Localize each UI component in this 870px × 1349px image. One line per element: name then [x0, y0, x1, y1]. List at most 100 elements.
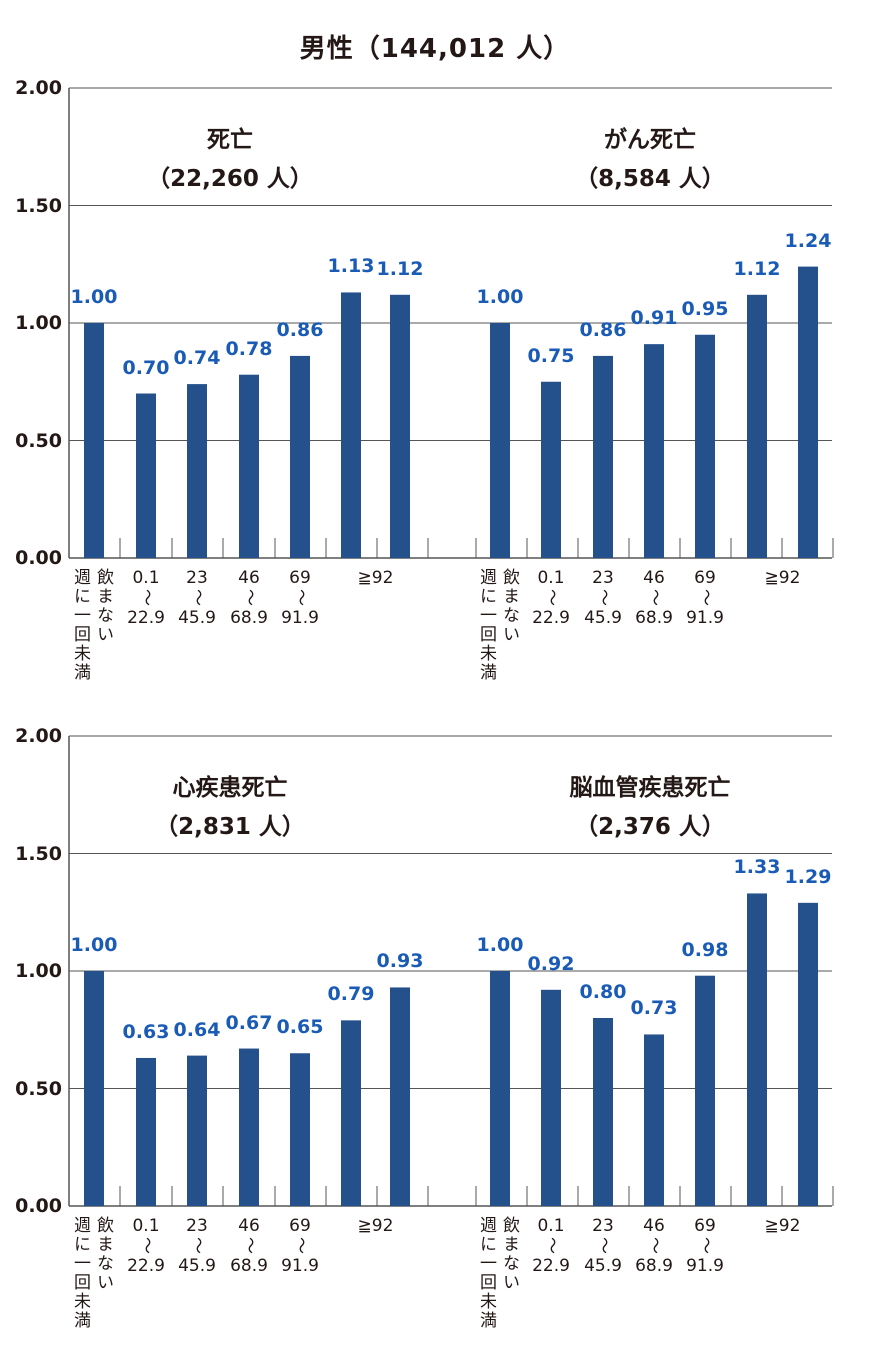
category-label-to: 22.9 [532, 608, 570, 628]
value-label: 0.92 [527, 952, 575, 975]
y-tick-label: 2.00 [15, 725, 62, 747]
category-label-to: 45.9 [584, 1256, 622, 1276]
category-label-weekly: 週に一回未満 [476, 1216, 496, 1330]
value-label: 1.12 [376, 257, 424, 280]
category-label-from: 46 [643, 568, 665, 588]
bar [390, 987, 410, 1206]
subchart-title: 死亡 [207, 127, 253, 153]
category-label-last: ≧92 [764, 568, 801, 588]
bar [593, 1018, 613, 1206]
subchart-title: 脳血管疾患死亡 [569, 775, 731, 801]
bar [136, 1057, 156, 1206]
bar [644, 344, 664, 558]
bar [747, 294, 767, 558]
category-label-to: 22.9 [532, 1256, 570, 1276]
value-label: 0.67 [225, 1011, 273, 1034]
value-label: 1.29 [784, 865, 832, 888]
y-tick-label: 0.00 [15, 1195, 62, 1217]
category-label-from: 0.1 [537, 568, 565, 588]
value-label: 0.70 [122, 356, 170, 379]
bar [747, 893, 767, 1206]
value-label: 0.73 [630, 997, 678, 1020]
bar [187, 384, 207, 558]
value-label: 0.78 [225, 337, 273, 360]
category-label-nondrinker: 飲まない [499, 1216, 519, 1292]
category-label-from: 46 [238, 1216, 260, 1236]
value-label: 1.24 [784, 229, 832, 252]
value-label: 1.00 [476, 934, 524, 956]
value-label: 1.00 [70, 934, 118, 956]
value-label: 0.75 [527, 344, 575, 367]
category-label-to: 68.9 [230, 608, 268, 628]
category-label-from: 23 [186, 568, 208, 588]
value-label: 0.65 [276, 1016, 324, 1039]
value-label: 0.80 [579, 981, 627, 1003]
category-label-to: 91.9 [686, 1256, 724, 1276]
category-label-to: 45.9 [178, 1256, 216, 1276]
category-label-from: 69 [289, 1216, 311, 1236]
value-label: 1.13 [327, 255, 375, 278]
category-label-from: 0.1 [132, 568, 160, 588]
value-label: 1.33 [733, 856, 781, 879]
subchart-count: （22,260 人） [147, 166, 313, 192]
bar [593, 355, 613, 558]
bar [695, 334, 715, 558]
value-label: 1.12 [733, 257, 781, 280]
value-label: 0.95 [681, 297, 729, 320]
y-tick-label: 0.00 [15, 547, 62, 569]
category-label-to: 45.9 [178, 608, 216, 628]
y-tick-label: 1.00 [15, 960, 62, 982]
category-label-nondrinker: 飲まない [93, 1216, 113, 1292]
category-label-from: 46 [643, 1216, 665, 1236]
value-label: 0.79 [327, 983, 375, 1006]
value-label: 0.98 [681, 938, 729, 961]
main-title: 男性（144,012 人） [299, 34, 571, 64]
value-label: 0.63 [122, 1020, 170, 1043]
bar [490, 323, 510, 558]
category-label-to: 22.9 [127, 608, 165, 628]
category-label-to: 68.9 [635, 1256, 673, 1276]
y-tick-label: 1.00 [15, 312, 62, 334]
y-tick-label: 1.50 [15, 842, 62, 865]
bar [239, 374, 259, 558]
bar [136, 393, 156, 558]
category-label-to: 91.9 [281, 608, 319, 628]
category-label-from: 23 [186, 1216, 208, 1236]
y-tick-label: 0.50 [15, 1077, 62, 1100]
value-label: 0.93 [376, 950, 424, 973]
category-label-last: ≧92 [357, 568, 394, 588]
bar [798, 902, 818, 1206]
category-label-from: 69 [694, 568, 716, 588]
value-label: 0.64 [173, 1018, 221, 1041]
bar [541, 381, 561, 558]
category-label-from: 69 [694, 1216, 716, 1236]
category-label-from: 0.1 [537, 1216, 565, 1236]
category-label-last: ≧92 [764, 1216, 801, 1236]
category-label-from: 23 [592, 1216, 614, 1236]
subchart-title: がん死亡 [604, 127, 696, 153]
value-label: 0.91 [630, 307, 678, 330]
bar [490, 971, 510, 1206]
bar [290, 355, 310, 558]
value-label: 1.00 [476, 286, 524, 308]
bar [341, 292, 361, 558]
subchart-count: （2,376 人） [575, 814, 725, 840]
bar [84, 323, 104, 558]
bar [695, 975, 715, 1206]
bar [798, 266, 818, 558]
bar [341, 1020, 361, 1206]
y-tick-label: 1.50 [15, 194, 62, 217]
category-label-nondrinker: 飲まない [93, 568, 113, 644]
value-label: 0.86 [579, 318, 627, 341]
y-tick-label: 0.50 [15, 429, 62, 452]
bar [84, 971, 104, 1206]
bar [644, 1034, 664, 1206]
subchart-count: （8,584 人） [575, 166, 725, 192]
value-label: 0.86 [276, 318, 324, 341]
category-label-to: 45.9 [584, 608, 622, 628]
y-tick-label: 2.00 [15, 77, 62, 99]
category-label-last: ≧92 [357, 1216, 394, 1236]
category-label-to: 68.9 [635, 608, 673, 628]
